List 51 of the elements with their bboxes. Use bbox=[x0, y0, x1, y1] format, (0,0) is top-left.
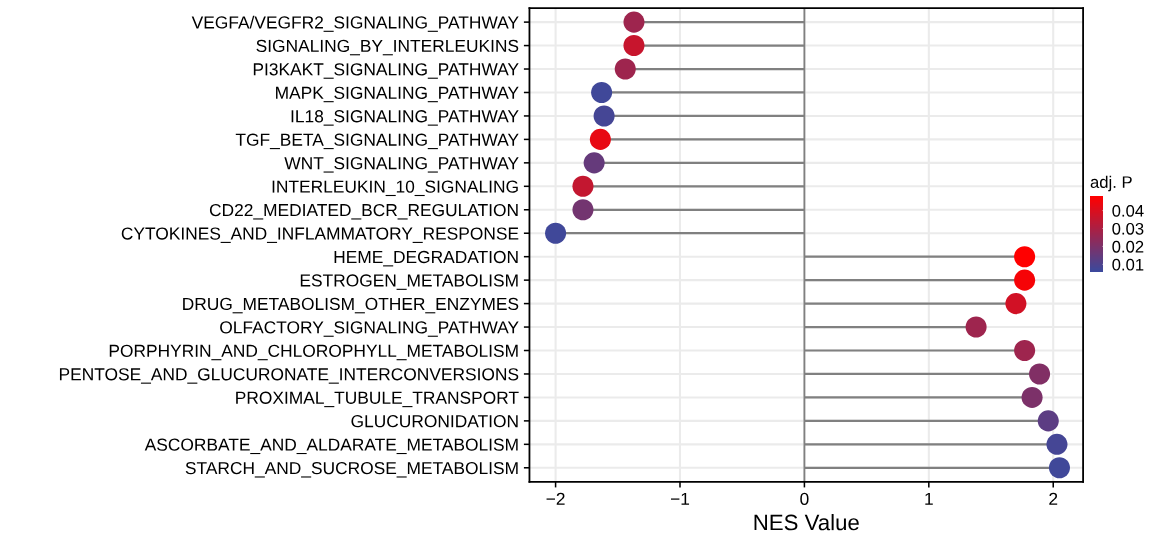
color-bar-label: 0.04 bbox=[1112, 204, 1144, 217]
x-tick-label: 1 bbox=[925, 492, 933, 505]
y-tick-label: ASCORBATE_AND_ALDARATE_METABOLISM bbox=[144, 438, 518, 455]
y-tick-label: DRUG_METABOLISM_OTHER_ENZYMES bbox=[183, 297, 519, 314]
y-tick-label: MAPK_SIGNALING_PATHWAY bbox=[276, 86, 519, 103]
y-tick-label: PORPHYRIN_AND_CHLOROPHYLL_METABOLISM bbox=[109, 344, 518, 361]
y-tick-label: ESTROGEN_METABOLISM bbox=[300, 274, 518, 290]
color-bar-title: adj. P bbox=[1090, 175, 1132, 192]
y-tick-label: TGF_BETA_SIGNALING_PATHWAY bbox=[235, 133, 519, 150]
point bbox=[1048, 457, 1070, 479]
point bbox=[589, 128, 611, 150]
y-tick-label: PI3KAKT_SIGNALING_PATHWAY bbox=[253, 63, 519, 79]
point bbox=[545, 222, 567, 244]
y-tick-label: GLUCURONIDATION bbox=[351, 415, 518, 428]
point bbox=[1014, 269, 1036, 291]
point bbox=[1014, 339, 1036, 362]
y-tick-label: WNT_SIGNALING_PATHWAY bbox=[284, 157, 519, 173]
y-tick-label: SIGNALING_BY_INTERLEUKINS bbox=[256, 39, 519, 56]
point bbox=[623, 35, 645, 57]
point bbox=[1005, 293, 1027, 315]
point bbox=[1037, 410, 1059, 432]
point bbox=[593, 105, 615, 127]
x-tick-label: −1 bbox=[670, 492, 690, 505]
x-tick-label: 2 bbox=[1049, 492, 1058, 505]
point bbox=[572, 175, 594, 197]
point bbox=[614, 58, 636, 80]
point bbox=[1014, 246, 1036, 268]
point bbox=[583, 152, 605, 174]
y-tick-label: VEGFA/VEGFR2_SIGNALING_PATHWAY bbox=[191, 15, 519, 32]
y-tick-label: HEME_DEGRADATION bbox=[334, 250, 518, 267]
point bbox=[591, 81, 613, 104]
y-tick-label: PROXIMAL_TUBULE_TRANSPORT bbox=[236, 391, 519, 408]
x-tick-label: 0 bbox=[800, 492, 809, 506]
point bbox=[1029, 363, 1051, 385]
y-tick-label: IL18_SIGNALING_PATHWAY bbox=[291, 110, 519, 126]
y-tick-label: OLFACTORY_SIGNALING_PATHWAY bbox=[220, 321, 519, 337]
color-bar-label: 0.01 bbox=[1112, 258, 1144, 271]
point bbox=[1046, 433, 1068, 455]
color-bar-label: 0.03 bbox=[1112, 222, 1144, 235]
x-axis-title: NES Value bbox=[754, 514, 859, 531]
point bbox=[623, 11, 645, 33]
y-tick-label: STARCH_AND_SUCROSE_METABOLISM bbox=[185, 461, 518, 478]
x-tick-label: −2 bbox=[546, 492, 565, 505]
y-tick-label: CD22_MEDIATED_BCR_REGULATION bbox=[209, 203, 518, 220]
y-tick-label: CYTOKINES_AND_INFLAMMATORY_RESPONSE bbox=[121, 227, 519, 243]
y-tick-label: INTERLEUKIN_10_SIGNALING bbox=[272, 180, 518, 197]
point bbox=[965, 316, 987, 338]
color-bar-label: 0.02 bbox=[1112, 240, 1144, 253]
y-tick-label: PENTOSE_AND_GLUCURONATE_INTERCONVERSIONS bbox=[59, 368, 519, 384]
point bbox=[572, 199, 594, 221]
point bbox=[1021, 386, 1043, 408]
